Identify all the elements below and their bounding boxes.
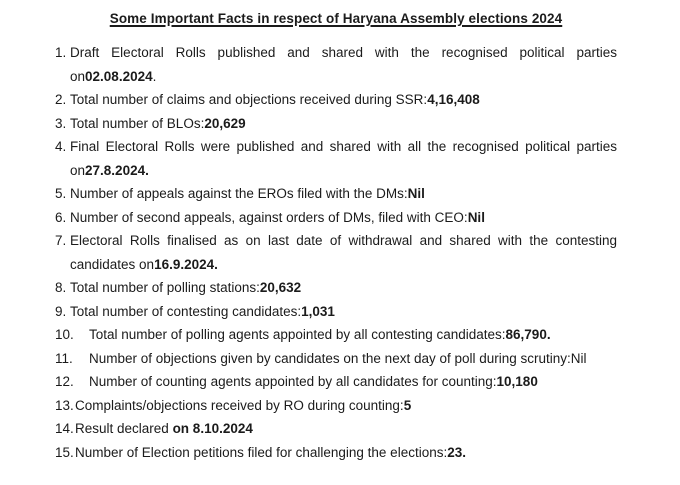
fact-text-line: Total number of polling stations:20,632: [70, 276, 617, 300]
fact-item: 5. Number of appeals against the EROs fil…: [55, 182, 617, 206]
fact-item: 11. Number of objections given by candida…: [55, 347, 617, 371]
fact-item: 7. Electoral Rolls finalised as on last d…: [55, 229, 617, 276]
fact-value-bold: 1,031: [301, 303, 335, 319]
fact-text-segment: Total number of BLOs:: [70, 115, 205, 131]
fact-text: Total number of contesting candidates:1,…: [70, 300, 617, 324]
fact-value-bold: 16.9.2024.: [154, 256, 218, 272]
fact-text-line: Result declared on 8.10.2024: [75, 417, 617, 441]
fact-value-bold: on 8.10.2024: [172, 421, 253, 436]
fact-text-segment: on: [70, 68, 86, 84]
fact-value-bold: 20,629: [204, 115, 246, 131]
fact-number: 2.: [55, 92, 67, 107]
fact-item: 14. Result declared on 8.10.2024: [55, 417, 617, 441]
fact-number: 12.: [55, 374, 74, 389]
fact-text-line: Number of Election petitions filed for c…: [75, 441, 617, 465]
fact-number: 7.: [55, 233, 67, 248]
fact-text-line: Number of second appeals, against orders…: [70, 206, 617, 230]
fact-text-line: Complaints/objections received by RO dur…: [75, 394, 617, 418]
fact-text-segment: Total number of polling stations:: [70, 280, 260, 295]
fact-value-bold: 02.08.2024: [85, 68, 153, 84]
fact-value-bold: 27.8.2024.: [85, 162, 149, 178]
fact-value-bold: 20,632: [259, 280, 302, 295]
fact-item: 8. Total number of polling stations:20,63…: [55, 276, 617, 300]
fact-item: 2. Total number of claims and objections …: [55, 88, 617, 112]
fact-text: Total number of claims and objections re…: [70, 88, 617, 112]
fact-text: Electoral Rolls finalised as on last dat…: [70, 229, 617, 276]
fact-text: Total number of polling stations:20,632: [70, 276, 617, 300]
fact-text-line: Number of objections given by candidates…: [89, 347, 617, 371]
fact-text-segment: Total number of polling agents appointed…: [89, 327, 506, 342]
fact-item: 15. Number of Election petitions filed fo…: [55, 441, 617, 465]
fact-text-line: on27.8.2024.: [70, 159, 617, 183]
fact-item: 13. Complaints/objections received by RO …: [55, 394, 617, 418]
fact-text: Number of counting agents appointed by a…: [89, 370, 617, 394]
fact-item: 9. Total number of contesting candidates:…: [55, 300, 617, 324]
fact-item: 3. Total number of BLOs:20,629: [55, 112, 617, 136]
fact-text-line: candidates on16.9.2024.: [70, 253, 617, 277]
fact-value-bold: 23.: [447, 444, 466, 460]
fact-text-line: Final Electoral Rolls were published and…: [70, 135, 617, 159]
fact-text-line: Number of appeals against the EROs filed…: [70, 182, 617, 206]
fact-text-segment: Complaints/objections received by RO dur…: [75, 397, 404, 413]
fact-text-line: Total number of polling agents appointed…: [89, 323, 617, 347]
fact-text: Draft Electoral Rolls published and shar…: [70, 41, 617, 88]
fact-text-line: on02.08.2024.: [70, 65, 617, 89]
fact-number: 8.: [55, 280, 67, 295]
fact-number: 3.: [55, 115, 67, 131]
fact-text-line: Electoral Rolls finalised as on last dat…: [70, 229, 617, 253]
fact-text-segment: Final Electoral Rolls were published and…: [70, 139, 617, 154]
fact-text-segment: Draft Electoral Rolls published and shar…: [70, 45, 617, 60]
fact-text-line: Total number of contesting candidates:1,…: [70, 300, 617, 324]
fact-text-segment: Number of counting agents appointed by a…: [89, 374, 497, 389]
fact-item: 1. Draft Electoral Rolls published and sh…: [55, 41, 617, 88]
fact-text: Number of Election petitions filed for c…: [75, 441, 617, 465]
fact-text: Total number of BLOs:20,629: [70, 112, 617, 136]
fact-text-line: Total number of claims and objections re…: [70, 88, 617, 112]
fact-text-line: Number of counting agents appointed by a…: [89, 370, 617, 394]
fact-text-segment: Electoral Rolls finalised as on last dat…: [70, 233, 617, 248]
facts-list: 1. Draft Electoral Rolls published and sh…: [55, 41, 617, 464]
fact-text-segment: Result declared: [75, 421, 173, 436]
fact-number: 14.: [55, 421, 74, 436]
fact-number: 1.: [55, 45, 67, 60]
fact-value-bold: Nil: [407, 186, 425, 201]
fact-number: 11.: [55, 350, 73, 366]
fact-text-segment: Number of appeals against the EROs filed…: [70, 186, 408, 201]
fact-text-segment: candidates on: [70, 256, 155, 272]
fact-text: Final Electoral Rolls were published and…: [70, 135, 617, 182]
fact-text-line: Draft Electoral Rolls published and shar…: [70, 41, 617, 65]
fact-value-bold: 5: [403, 397, 412, 413]
fact-item: 4. Final Electoral Rolls were published a…: [55, 135, 617, 182]
fact-item: 6. Number of second appeals, against orde…: [55, 206, 617, 230]
fact-value-bold: 4,16,408: [427, 92, 480, 107]
fact-value-bold: Nil: [467, 209, 485, 225]
fact-number: 9.: [55, 303, 67, 319]
fact-text: Number of objections given by candidates…: [89, 347, 617, 371]
fact-value-bold: 86,790.: [505, 327, 551, 342]
fact-text-segment: on: [70, 162, 86, 178]
fact-text: Total number of polling agents appointed…: [89, 323, 617, 347]
fact-text-line: Total number of BLOs:20,629: [70, 112, 617, 136]
fact-text: Number of appeals against the EROs filed…: [70, 182, 617, 206]
fact-text: Number of second appeals, against orders…: [70, 206, 617, 230]
fact-text-segment: Total number of contesting candidates:: [70, 303, 302, 319]
fact-text-segment: Number of objections given by candidates…: [89, 350, 587, 366]
fact-number: 6.: [55, 209, 67, 225]
fact-number: 4.: [55, 139, 67, 154]
fact-number: 10.: [55, 327, 74, 342]
fact-item: 10. Total number of polling agents appoin…: [55, 323, 617, 347]
fact-item: 12. Number of counting agents appointed b…: [55, 370, 617, 394]
page-title: Some Important Facts in respect of Harya…: [109, 11, 563, 26]
fact-number: 5.: [55, 186, 67, 201]
fact-text-segment: Total number of claims and objections re…: [70, 92, 428, 107]
fact-text-segment: Number of Election petitions filed for c…: [75, 444, 448, 460]
fact-number: 15.: [55, 444, 74, 460]
fact-text: Result declared on 8.10.2024: [75, 417, 617, 441]
fact-text: Complaints/objections received by RO dur…: [75, 394, 617, 418]
fact-number: 13.: [55, 397, 74, 413]
fact-text-segment: Number of second appeals, against orders…: [70, 209, 468, 225]
fact-text-segment: .: [152, 68, 157, 84]
fact-value-bold: 10,180: [496, 374, 538, 389]
